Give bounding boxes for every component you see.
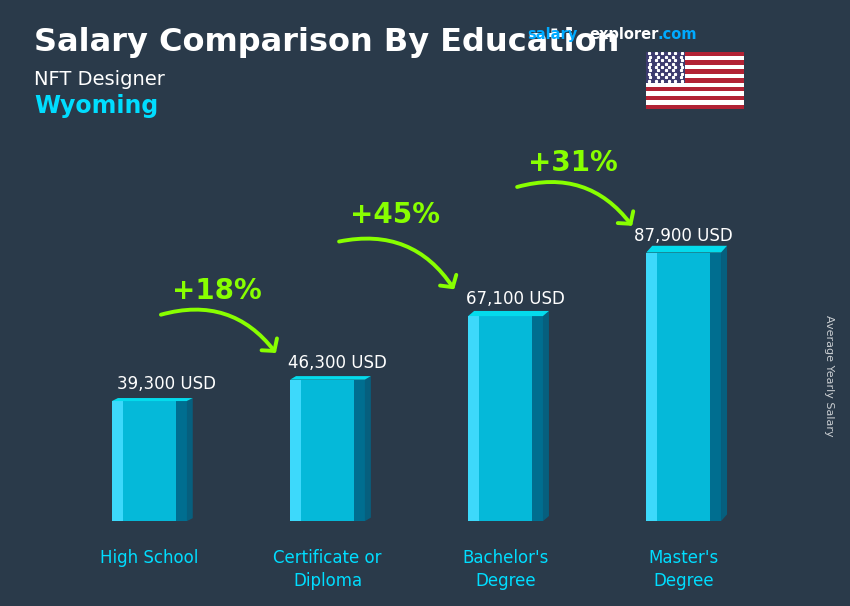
Polygon shape (365, 376, 371, 521)
Bar (646, 74, 744, 78)
Bar (646, 61, 744, 65)
Text: Certificate or
Diploma: Certificate or Diploma (273, 548, 382, 590)
Text: 87,900 USD: 87,900 USD (634, 227, 733, 245)
Bar (176, 401, 187, 521)
Text: .com: .com (657, 27, 696, 42)
Bar (646, 52, 744, 56)
Bar (646, 78, 744, 82)
Bar (646, 253, 721, 521)
Bar (646, 56, 744, 61)
Polygon shape (468, 311, 549, 316)
Bar (646, 87, 744, 92)
FancyArrowPatch shape (517, 182, 633, 224)
Polygon shape (646, 246, 727, 253)
Text: +45%: +45% (350, 201, 440, 228)
Text: Master's
Degree: Master's Degree (649, 548, 719, 590)
Bar (646, 253, 657, 521)
Polygon shape (721, 246, 727, 521)
Bar (112, 401, 187, 521)
Bar (468, 316, 479, 521)
Text: 46,300 USD: 46,300 USD (288, 354, 387, 372)
Bar (710, 253, 721, 521)
Text: salary: salary (527, 27, 577, 42)
Text: Bachelor's
Degree: Bachelor's Degree (462, 548, 549, 590)
Bar (646, 69, 744, 74)
FancyArrowPatch shape (161, 310, 277, 351)
Text: explorer: explorer (589, 27, 659, 42)
Polygon shape (543, 311, 549, 521)
Bar (646, 100, 744, 105)
Bar (354, 379, 365, 521)
Bar (112, 401, 123, 521)
Text: NFT Designer: NFT Designer (34, 70, 165, 88)
Text: Salary Comparison By Education: Salary Comparison By Education (34, 27, 620, 58)
Bar (532, 316, 543, 521)
Text: Wyoming: Wyoming (34, 94, 158, 118)
Bar (646, 82, 744, 87)
Polygon shape (290, 376, 371, 379)
Text: Average Yearly Salary: Average Yearly Salary (824, 315, 834, 436)
Bar (290, 379, 365, 521)
Polygon shape (112, 398, 193, 401)
Text: High School: High School (100, 548, 199, 567)
Polygon shape (187, 398, 193, 521)
Bar (646, 96, 744, 100)
Text: 39,300 USD: 39,300 USD (117, 375, 216, 393)
Bar (646, 92, 744, 96)
Bar (468, 316, 543, 521)
Bar (290, 379, 301, 521)
Text: +31%: +31% (529, 149, 618, 178)
Bar (646, 65, 744, 69)
FancyArrowPatch shape (339, 239, 456, 287)
Bar (646, 105, 744, 109)
Bar (646, 52, 685, 82)
Text: +18%: +18% (173, 277, 262, 305)
Text: 67,100 USD: 67,100 USD (467, 290, 565, 308)
